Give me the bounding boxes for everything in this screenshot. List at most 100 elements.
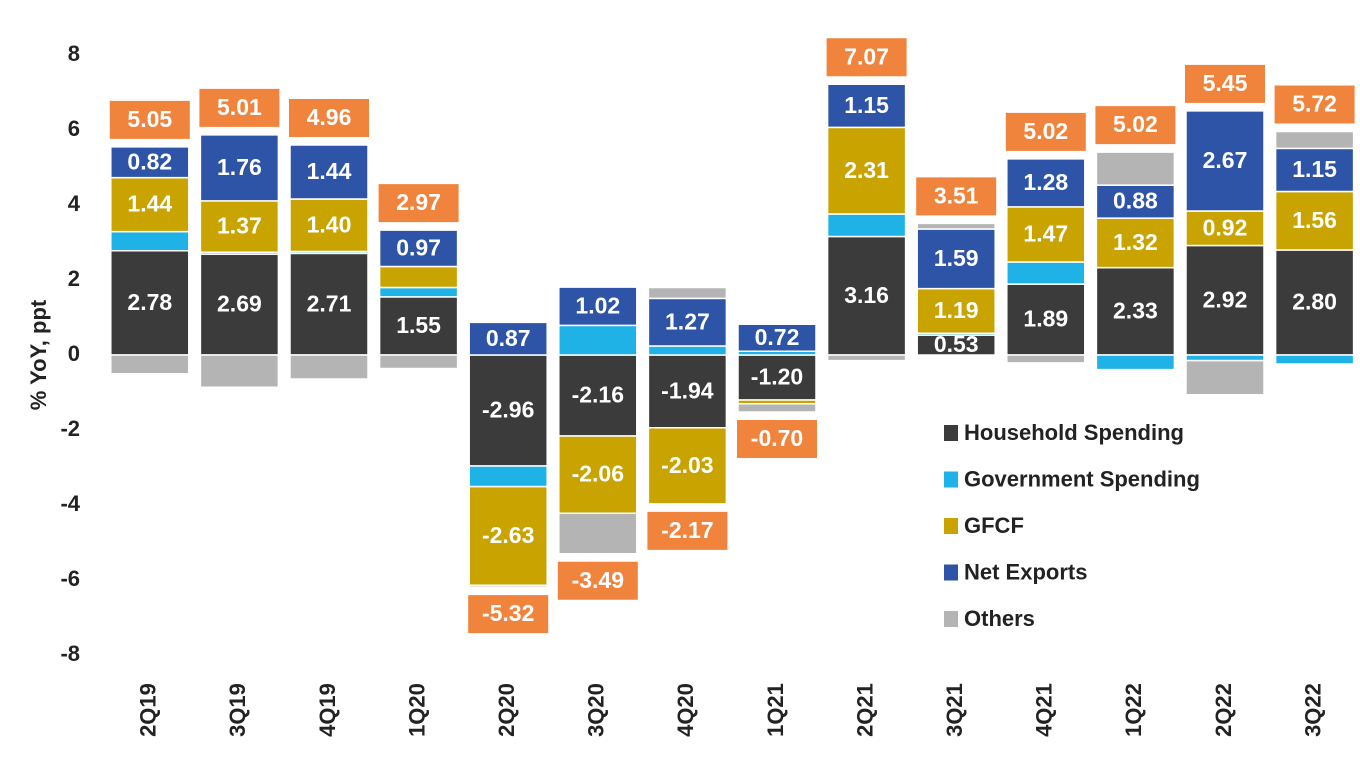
data-label: -2.06 [572, 461, 624, 487]
total-box [916, 177, 997, 216]
bar-segment [1095, 354, 1176, 371]
data-label: 0.88 [1113, 188, 1158, 214]
bar-segment [1095, 217, 1176, 269]
bar-segment [826, 126, 907, 215]
total-box [109, 100, 190, 139]
data-label: -1.94 [661, 377, 714, 403]
total-label: 5.02 [1113, 111, 1158, 137]
data-label: 1.47 [1023, 221, 1068, 247]
total-label: 3.51 [934, 182, 979, 208]
bar-segment [826, 213, 907, 238]
bar-segment [468, 485, 548, 586]
bar-segment [1185, 110, 1265, 212]
total-label: -5.32 [482, 600, 534, 626]
legend-marker [944, 471, 958, 488]
data-label: -1.20 [751, 364, 803, 390]
bar-segment [1185, 359, 1265, 396]
x-tick-label: 3Q19 [225, 683, 250, 737]
bar-segment [378, 265, 459, 289]
x-tick-label: 3Q21 [942, 683, 967, 737]
data-label: 2.33 [1113, 297, 1158, 323]
y-tick-label: -8 [60, 641, 80, 666]
bar-segment [1185, 210, 1265, 247]
total-label: -0.70 [751, 425, 803, 451]
data-label: 1.37 [217, 213, 262, 239]
data-label: 0.82 [127, 148, 172, 174]
bar-segment [737, 403, 817, 413]
legend-label: Others [964, 606, 1035, 631]
bar-segment [826, 83, 907, 129]
y-tick-label: 2 [68, 266, 80, 291]
bar-segment [110, 230, 190, 252]
total-box [289, 99, 369, 137]
bar-segment [558, 324, 638, 356]
bar-segment [558, 512, 638, 555]
bar-segment [1095, 151, 1176, 186]
data-label: 0.72 [755, 324, 800, 350]
bar-segment [1006, 206, 1086, 263]
data-label: -2.96 [482, 397, 534, 423]
data-label: 3.16 [844, 282, 889, 308]
legend-marker [944, 518, 958, 534]
bar-segment [199, 200, 280, 253]
bar-segment [916, 228, 996, 290]
total-box [826, 38, 907, 77]
data-label: 1.02 [575, 292, 620, 318]
total-label: 5.72 [1292, 91, 1337, 117]
x-tick-label: 3Q20 [584, 683, 609, 737]
total-label: -2.17 [661, 517, 713, 543]
data-label: 1.40 [307, 211, 352, 237]
bar-segment [647, 354, 728, 429]
bar-segment [378, 286, 459, 298]
data-label: -2.03 [661, 452, 713, 478]
y-axis-label: % YoY, ppt [26, 299, 51, 410]
y-tick-label: -2 [60, 416, 80, 441]
data-label: 2.69 [217, 291, 262, 317]
bar-segment [110, 250, 190, 356]
total-box [378, 184, 459, 223]
data-label: 0.97 [396, 234, 441, 260]
x-tick-label: 1Q20 [404, 683, 429, 737]
bar-segment [1274, 147, 1355, 193]
bar-segment [1274, 354, 1355, 365]
bar-segment [468, 321, 548, 356]
bar-segment [468, 354, 548, 467]
bar-segment [1006, 354, 1086, 364]
legend-marker [944, 425, 958, 441]
data-label: 2.78 [127, 289, 172, 315]
bar-segment [1274, 130, 1355, 150]
data-label: 1.89 [1023, 306, 1068, 332]
legend-label: GFCF [964, 513, 1024, 538]
total-box [557, 561, 638, 600]
bar-segment [289, 144, 369, 200]
legend-label: Government Spending [964, 466, 1200, 491]
bar-segment [737, 323, 817, 352]
data-label: -2.63 [482, 522, 534, 548]
legend-label: Net Exports [964, 559, 1087, 584]
x-tick-label: 4Q19 [315, 683, 340, 737]
data-label: 1.27 [665, 308, 710, 334]
legend-label: Household Spending [964, 420, 1184, 445]
data-label: 1.19 [934, 297, 979, 323]
legend-marker [944, 564, 958, 581]
bar-segment [647, 297, 728, 347]
total-box [1005, 112, 1086, 151]
bar-segment [289, 354, 369, 380]
data-label: 2.92 [1203, 286, 1248, 312]
bar-segment [1006, 158, 1086, 208]
x-tick-label: 2Q19 [136, 683, 161, 737]
y-tick-label: 4 [68, 191, 81, 216]
bar-segment [1185, 354, 1265, 362]
total-label: 5.45 [1203, 70, 1248, 96]
x-tick-label: 2Q22 [1211, 683, 1236, 737]
bar-segment [647, 286, 728, 300]
data-label: -2.16 [572, 382, 624, 408]
bar-segment [199, 134, 280, 202]
data-label: 1.55 [396, 312, 441, 338]
x-tick-label: 1Q22 [1121, 683, 1146, 737]
total-box [1095, 106, 1176, 145]
y-tick-label: -6 [60, 566, 80, 591]
total-label: 5.02 [1023, 118, 1068, 144]
total-box [468, 595, 549, 634]
